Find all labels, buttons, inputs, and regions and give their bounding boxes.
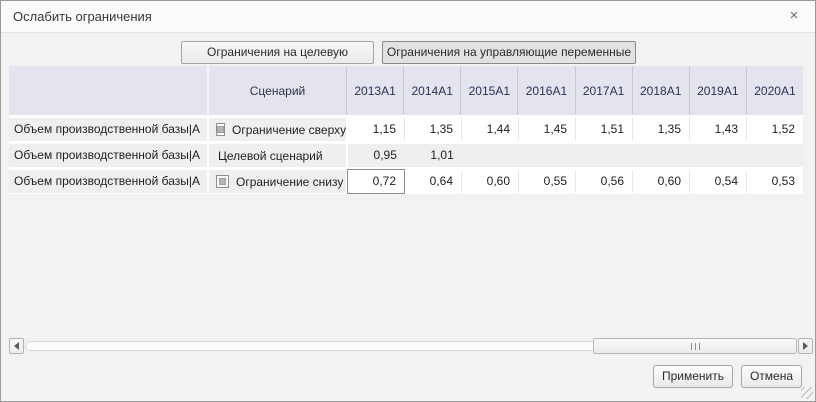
- header-year-2016A1: 2016A1: [517, 66, 574, 115]
- value-cell-2017A1[interactable]: 0,56: [575, 170, 632, 193]
- row-scenario-cell: Ограничение сверху: [209, 118, 346, 141]
- row-name-cell: Объем производственной базы|A: [9, 170, 207, 193]
- value-cell-2020A1[interactable]: 0,53: [746, 170, 803, 193]
- close-icon[interactable]: ×: [789, 7, 799, 24]
- scrollbar-left-arrow-button[interactable]: [9, 338, 24, 354]
- scenario-label: Ограничение сверху: [232, 122, 347, 137]
- value-cell-2015A1[interactable]: [462, 144, 519, 167]
- table-row: Объем производственной базы|A Целевой сце…: [9, 144, 803, 167]
- value-cell-2014A1[interactable]: 1,01: [430, 148, 454, 162]
- row-values: 0,72 0,64 0,60 0,55 0,56 0,60 0,54 0,53: [348, 170, 803, 193]
- triangle-left-icon: [14, 342, 19, 350]
- constraint-checkbox[interactable]: [216, 123, 225, 136]
- value-cell-2014A1[interactable]: 0,64: [404, 170, 461, 193]
- scenario-label: Ограничение снизу: [236, 174, 344, 189]
- value-cell-2019A1[interactable]: 0,54: [689, 170, 746, 193]
- cancel-button[interactable]: Отмена: [741, 365, 802, 388]
- value-cell-2020A1[interactable]: 1,52: [746, 118, 803, 141]
- row-name-cell: Объем производственной базы|A: [9, 144, 207, 167]
- row-values: 0,95 1,01: [348, 144, 803, 167]
- value-cell-2017A1[interactable]: [576, 144, 633, 167]
- header-year-2020A1: 2020A1: [745, 66, 803, 115]
- value-cell-2018A1[interactable]: 1,35: [632, 118, 689, 141]
- row-scenario-cell: Ограничение снизу: [209, 170, 346, 193]
- row-scenario-cell: Целевой сценарий: [209, 144, 346, 167]
- header-scenario-column: Сценарий: [207, 66, 346, 115]
- value-cell-2018A1[interactable]: [632, 144, 689, 167]
- table-header-row: Сценарий 2013A1 2014A1 2015A1 2016A1 2017A1 2…: [9, 66, 803, 115]
- value-cell-2016A1[interactable]: 0,55: [518, 170, 575, 193]
- checkbox-inner-icon: [219, 178, 226, 185]
- horizontal-scrollbar-thumb[interactable]: [593, 338, 797, 354]
- scenario-label: Целевой сценарий: [218, 148, 323, 163]
- header-year-2015A1: 2015A1: [460, 66, 517, 115]
- header-year-2019A1: 2019A1: [688, 66, 746, 115]
- triangle-right-icon: [803, 342, 808, 350]
- scrollbar-right-arrow-button[interactable]: [798, 338, 813, 354]
- value-cell-2013A1[interactable]: 0,72: [348, 170, 404, 193]
- header-year-2017A1: 2017A1: [574, 66, 632, 115]
- resize-grip-icon[interactable]: [801, 387, 813, 399]
- value-cell-2017A1[interactable]: 1,51: [575, 118, 632, 141]
- header-year-2013A1: 2013A1: [346, 66, 403, 115]
- checkbox-inner-icon: [217, 126, 224, 133]
- value-cell-2018A1[interactable]: 0,60: [632, 170, 689, 193]
- header-name-column: [9, 66, 207, 115]
- value-cell-2013A1[interactable]: 0,95: [373, 148, 397, 162]
- table-row: Объем производственной базы|A Ограничение…: [9, 118, 803, 141]
- value-cell-2019A1[interactable]: 1,43: [689, 118, 746, 141]
- row-values: 1,15 1,35 1,44 1,45 1,51 1,35 1,43 1,52: [348, 118, 803, 141]
- value-cell-2020A1[interactable]: [746, 144, 803, 167]
- header-year-2014A1: 2014A1: [403, 66, 460, 115]
- table-row: Объем производственной базы|A Ограничение…: [9, 170, 803, 193]
- apply-button[interactable]: Применить: [653, 365, 733, 388]
- row-name-cell: Объем производственной базы|A: [9, 118, 207, 141]
- dialog-titlebar: Ослабить ограничения ×: [1, 1, 815, 33]
- value-cell-2015A1[interactable]: 1,44: [461, 118, 518, 141]
- tab-objective-function-constraints[interactable]: Ограничения на целевую функцию: [181, 41, 374, 80]
- value-cell-2019A1[interactable]: [689, 144, 746, 167]
- value-cell-2013A1[interactable]: 1,15: [348, 118, 404, 141]
- header-year-2018A1: 2018A1: [631, 66, 689, 115]
- constraints-table: Сценарий 2013A1 2014A1 2015A1 2016A1 2017A1 2…: [9, 66, 803, 194]
- value-cell-2016A1[interactable]: [519, 144, 576, 167]
- value-cell-2014A1[interactable]: 1,35: [404, 118, 461, 141]
- dialog-title: Ослабить ограничения: [13, 9, 152, 24]
- value-cell-2016A1[interactable]: 1,45: [518, 118, 575, 141]
- constraint-checkbox[interactable]: [216, 175, 229, 188]
- header-year-columns: 2013A1 2014A1 2015A1 2016A1 2017A1 2018A1 2019…: [346, 66, 803, 115]
- tab-control-variable-constraints[interactable]: Ограничения на управляющие переменные: [382, 41, 636, 64]
- value-cell-2015A1[interactable]: 0,60: [461, 170, 518, 193]
